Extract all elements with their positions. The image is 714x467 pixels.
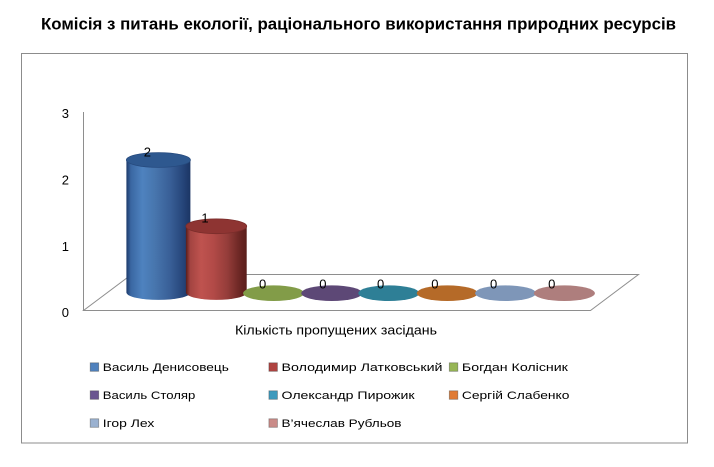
svg-text:Ігор Лех: Ігор Лех	[103, 418, 155, 430]
svg-text:0: 0	[431, 277, 438, 292]
svg-text:2: 2	[62, 173, 69, 188]
svg-text:1: 1	[201, 211, 208, 226]
svg-text:Кількість пропущених засідань: Кількість пропущених засідань	[235, 323, 437, 338]
svg-text:0: 0	[319, 277, 326, 292]
svg-text:Олександр Пирожик: Олександр Пирожик	[282, 390, 415, 402]
svg-text:Василь Столяр: Василь Столяр	[103, 390, 195, 402]
svg-text:Василь Денисовець: Василь Денисовець	[103, 362, 229, 374]
svg-text:0: 0	[62, 305, 69, 320]
svg-text:Сергій Слабенко: Сергій Слабенко	[462, 390, 570, 402]
svg-text:0: 0	[259, 277, 266, 292]
svg-text:0: 0	[490, 277, 497, 292]
svg-text:В’ячеслав Рубльов: В’ячеслав Рубльов	[282, 418, 402, 430]
svg-text:Комісія з питань екології, рац: Комісія з питань екології, раціонального…	[41, 14, 676, 33]
svg-text:0: 0	[548, 277, 555, 292]
svg-text:3: 3	[62, 106, 69, 121]
svg-text:2: 2	[144, 145, 151, 160]
svg-text:Володимир Латковський: Володимир Латковський	[282, 362, 443, 374]
svg-text:Богдан Колісник: Богдан Колісник	[462, 362, 568, 374]
svg-text:0: 0	[377, 277, 384, 292]
svg-text:1: 1	[62, 239, 69, 254]
